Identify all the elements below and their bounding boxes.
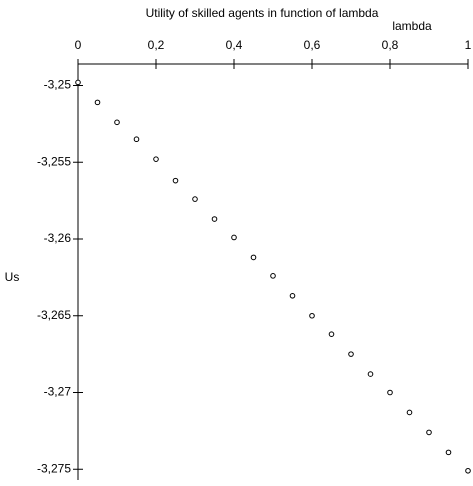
point xyxy=(75,79,81,86)
point xyxy=(465,467,471,474)
point xyxy=(426,429,432,436)
point xyxy=(445,449,452,456)
x-tick-label: 0,8 xyxy=(382,38,399,52)
y-tick-label: -3,26 xyxy=(44,231,72,245)
point xyxy=(328,331,335,337)
y-tick-label: -3,265 xyxy=(37,308,71,322)
x-tick-label: 0,2 xyxy=(148,38,165,52)
point xyxy=(289,292,296,299)
point xyxy=(211,216,218,222)
point xyxy=(309,312,315,319)
x-tick-label: 0 xyxy=(75,38,82,52)
point xyxy=(192,196,198,202)
point xyxy=(406,409,413,416)
point xyxy=(231,234,237,241)
x-tick-label: 0,6 xyxy=(304,38,321,52)
y-tick-label: -3,275 xyxy=(37,461,71,475)
x-tick-label: 0,4 xyxy=(226,38,243,52)
point xyxy=(348,351,354,357)
point xyxy=(172,177,179,184)
y-tick-label: -3,27 xyxy=(44,385,72,399)
y-tick-label: -3,255 xyxy=(37,154,71,168)
point xyxy=(367,371,374,377)
point xyxy=(94,99,101,106)
point xyxy=(250,254,257,261)
point xyxy=(114,119,120,126)
x-tick-label: 1 xyxy=(465,38,472,52)
point xyxy=(270,273,276,279)
chart-title: Utility of skilled agents in function of… xyxy=(146,6,379,20)
y-axis-label: Us xyxy=(5,270,20,284)
point xyxy=(387,389,393,396)
point xyxy=(133,136,140,143)
x-axis-label: lambda xyxy=(392,19,432,33)
point xyxy=(153,156,159,162)
y-tick-label: -3,25 xyxy=(44,78,72,92)
